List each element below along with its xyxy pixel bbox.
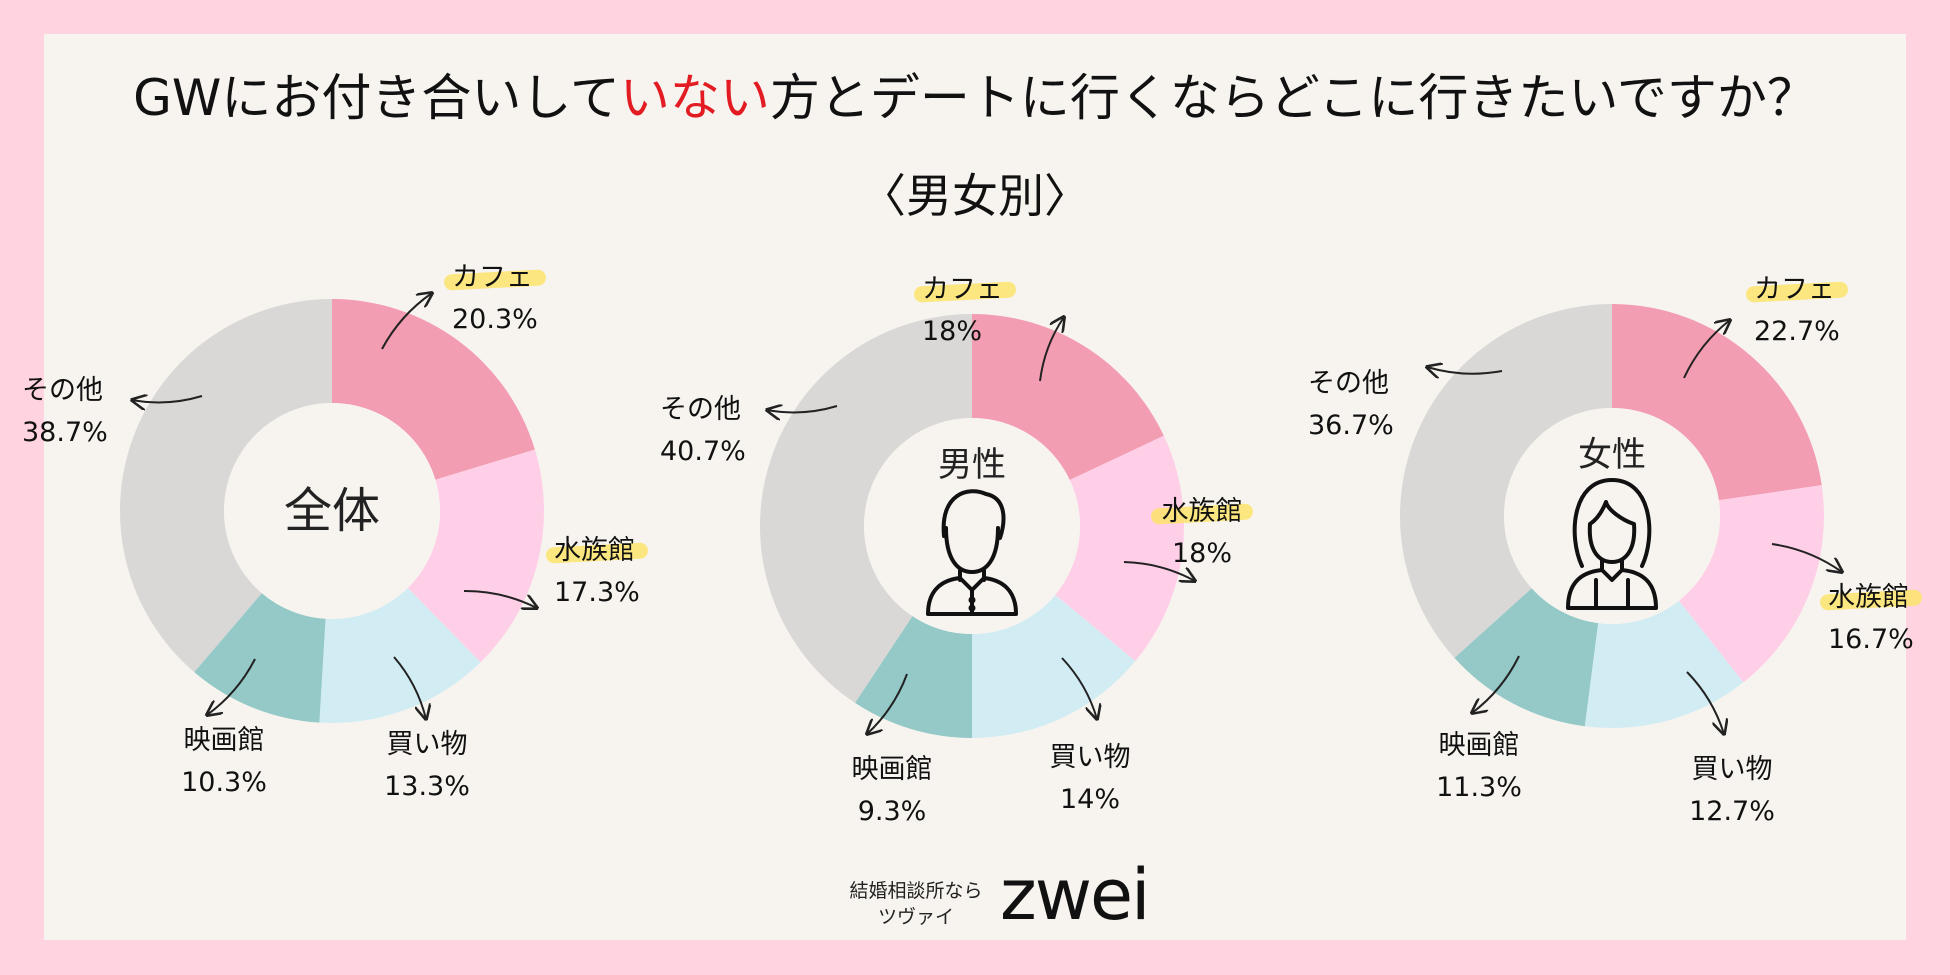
category-label-cafe: カフェ xyxy=(1754,274,1835,305)
arrow-cinema xyxy=(207,658,256,715)
arrow-cafe xyxy=(1683,320,1730,379)
category-label-cafe: カフェ xyxy=(922,274,1003,305)
center-label: 女性 xyxy=(1578,435,1646,475)
category-label-cinema: 映画館 xyxy=(184,725,265,756)
slice-aquarium xyxy=(1678,485,1824,683)
category-label-shopping: 買い物 xyxy=(387,729,468,760)
slice-cinema xyxy=(194,593,326,723)
category-label-other: その他 xyxy=(22,375,103,406)
value-label-shopping: 12.7% xyxy=(1689,796,1775,827)
value-label-aquarium: 16.7% xyxy=(1828,624,1914,655)
zwei-logo: zwei xyxy=(1000,854,1151,936)
center-label: 全体 xyxy=(284,483,380,539)
slice-cafe xyxy=(332,299,535,480)
woman-icon xyxy=(1566,478,1658,610)
value-label-cafe: 18% xyxy=(922,316,982,347)
value-label-aquarium: 17.3% xyxy=(554,577,640,608)
center-label: 男性 xyxy=(938,445,1006,485)
slice-other xyxy=(119,299,332,673)
chart-subtitle: 〈男女別〉 xyxy=(860,169,1090,223)
chart-title: GWにお付き合いしていない方とデートに行くならどこに行きたいですか？ xyxy=(0,58,1950,130)
value-label-other: 36.7% xyxy=(1308,410,1394,441)
slice-aquarium xyxy=(407,449,544,663)
category-label-shopping: 買い物 xyxy=(1050,742,1131,773)
value-label-shopping: 13.3% xyxy=(384,771,470,802)
label-marker-cafe xyxy=(444,269,546,291)
arrow-cinema xyxy=(867,673,908,734)
category-label-cinema: 映画館 xyxy=(852,754,933,785)
label-marker-cafe xyxy=(914,281,1016,303)
value-label-cafe: 22.7% xyxy=(1754,316,1840,347)
donut-hole xyxy=(864,418,1080,634)
title-part-1: GWにお付き合いして xyxy=(133,69,620,127)
value-label-other: 38.7% xyxy=(22,417,108,448)
arrow-other xyxy=(132,396,203,402)
donut-hole xyxy=(224,403,440,619)
value-label-shopping: 14% xyxy=(1060,784,1120,815)
slice-cafe xyxy=(1612,304,1822,501)
category-label-shopping: 買い物 xyxy=(1692,754,1773,785)
arrow-cinema xyxy=(1472,655,1520,713)
arrow-aquarium xyxy=(463,589,537,608)
slice-shopping xyxy=(319,588,481,723)
value-label-other: 40.7% xyxy=(660,436,746,467)
category-label-cinema: 映画館 xyxy=(1439,730,1520,761)
value-label-cinema: 9.3% xyxy=(858,796,927,827)
arrow-other xyxy=(1427,367,1503,374)
arrow-cafe xyxy=(1039,317,1064,382)
category-label-aquarium: 水族館 xyxy=(1162,496,1243,527)
label-marker-cafe xyxy=(1746,281,1848,303)
arrow-shopping xyxy=(393,656,426,719)
category-label-cafe: カフェ xyxy=(452,262,533,293)
donut-chart-3: 女性 カフェ 22.7% 水族館 16.7% 買い物 12.7% 映画館 11.3% その他 36.… xyxy=(1308,274,1922,827)
arrow-aquarium xyxy=(1771,543,1842,572)
arrow-shopping xyxy=(1061,657,1097,719)
slice-shopping xyxy=(972,594,1136,738)
value-label-aquarium: 18% xyxy=(1172,538,1232,569)
arrow-aquarium xyxy=(1123,561,1195,581)
brand-tagline: 結婚相談所なら ツヴァイ xyxy=(836,878,996,930)
category-label-other: その他 xyxy=(660,394,741,425)
category-label-aquarium: 水族館 xyxy=(1828,582,1909,613)
label-marker-aquarium xyxy=(1151,503,1253,525)
donut-chart-2: 男性 カフェ 18% 水族館 18% 買い物 14% 映画館 9.3% その他 40.7% xyxy=(660,274,1253,827)
donut-chart-1: 全体 カフェ 20.3% 水族館 17.3% 買い物 13.3% 映画館 10.3% その他 38.… xyxy=(22,262,648,802)
label-marker-aquarium xyxy=(1820,589,1922,611)
slice-cinema xyxy=(855,616,972,738)
slice-cinema xyxy=(1454,588,1599,727)
arrow-other xyxy=(767,406,838,412)
category-label-aquarium: 水族館 xyxy=(554,535,635,566)
title-part-2: 方とデートに行くならどこに行きたいですか？ xyxy=(769,69,1817,127)
brand-tagline-line1: 結婚相談所なら xyxy=(849,880,983,902)
label-marker-aquarium xyxy=(546,542,648,564)
slice-cafe xyxy=(972,314,1164,481)
slice-shopping xyxy=(1584,600,1744,728)
value-label-cinema: 11.3% xyxy=(1436,772,1522,803)
slice-aquarium xyxy=(1055,435,1185,662)
title-highlight: いない xyxy=(619,69,770,127)
donut-hole xyxy=(1504,408,1720,624)
value-label-cinema: 10.3% xyxy=(181,767,267,798)
value-label-cafe: 20.3% xyxy=(452,304,538,335)
slice-other xyxy=(1400,304,1612,658)
brand-tagline-line2: ツヴァイ xyxy=(877,906,954,928)
man-icon xyxy=(926,489,1018,616)
arrow-shopping xyxy=(1686,671,1724,734)
arrow-cafe xyxy=(381,293,432,350)
category-label-other: その他 xyxy=(1308,368,1389,399)
